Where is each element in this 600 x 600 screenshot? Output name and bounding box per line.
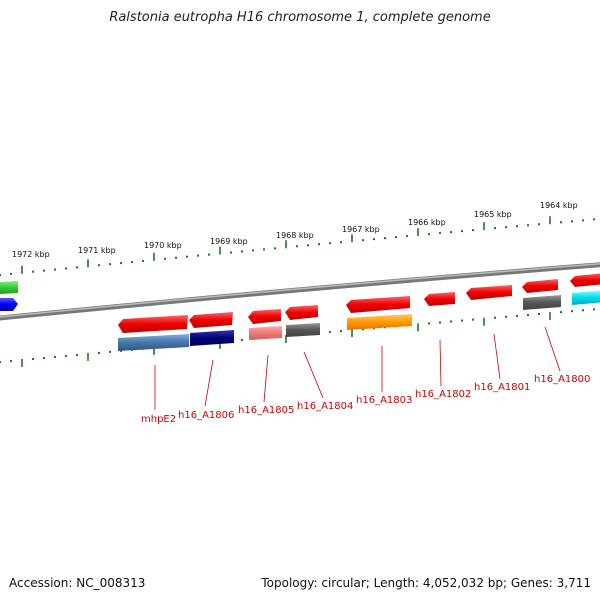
gene-arrow	[189, 312, 233, 328]
accession-text: Accession: NC_008313	[9, 576, 146, 590]
gene-block	[118, 334, 189, 351]
kbp-label: 1972 kbp	[12, 250, 50, 259]
kbp-label: 1965 kbp	[474, 210, 512, 219]
gene-label: h16_A1804	[297, 401, 353, 412]
leader-line	[439, 339, 442, 387]
gene-block	[249, 326, 282, 340]
kbp-label: 1968 kbp	[276, 231, 314, 240]
gene-block	[347, 314, 412, 330]
chromosome-backbone	[0, 262, 600, 321]
kbp-label: 1970 kbp	[144, 241, 182, 250]
gene-arrow	[570, 273, 600, 287]
gene-labels: mhpE2 h16_A1806 h16_A1805 h16_A1804 h16_…	[141, 374, 590, 425]
gene-arrow-blue	[0, 298, 18, 311]
kbp-label: 1966 kbp	[408, 218, 446, 227]
kbp-labels: 1972 kbp 1971 kbp 1970 kbp 1969 kbp 1968…	[12, 201, 578, 259]
gene-arrow	[522, 279, 558, 293]
gene-block	[523, 295, 561, 310]
gene-block	[190, 330, 234, 346]
gene-arrow	[118, 315, 188, 333]
gene-block-green	[0, 281, 18, 294]
kbp-label: 1964 kbp	[540, 201, 578, 210]
gene-block	[286, 323, 320, 337]
gene-label: h16_A1802	[415, 389, 471, 400]
topology-text: Topology: circular; Length: 4,052,032 bp…	[261, 576, 591, 590]
leader-line	[204, 359, 214, 407]
kbp-label: 1971 kbp	[78, 246, 116, 255]
gene-arrow	[424, 292, 455, 306]
leader-line	[263, 354, 269, 403]
gene-track-category	[118, 290, 600, 351]
label-leader-lines	[154, 326, 561, 410]
kbp-label: 1969 kbp	[210, 237, 248, 246]
leader-line	[544, 326, 561, 372]
gene-track-reverse	[118, 273, 600, 333]
gene-label: mhpE2	[141, 414, 176, 425]
gene-label: h16_A1803	[356, 395, 412, 406]
outer-tick-ring	[0, 216, 595, 277]
kbp-label: 1967 kbp	[342, 225, 380, 234]
gene-label: h16_A1805	[238, 405, 294, 416]
gene-label: h16_A1801	[474, 382, 530, 393]
gene-label: h16_A1800	[534, 374, 590, 385]
gene-arrow	[346, 296, 410, 313]
gene-block	[572, 290, 600, 305]
chromosome-backbone-highlight	[0, 263, 600, 318]
gene-label: h16_A1806	[178, 410, 234, 421]
gene-arrow	[248, 309, 281, 324]
leader-line	[303, 351, 324, 399]
map-title: Ralstonia eutropha H16 chromosome 1, com…	[109, 10, 491, 25]
gene-arrow	[285, 305, 318, 320]
gene-arrow	[466, 285, 512, 300]
leader-line	[493, 333, 501, 380]
